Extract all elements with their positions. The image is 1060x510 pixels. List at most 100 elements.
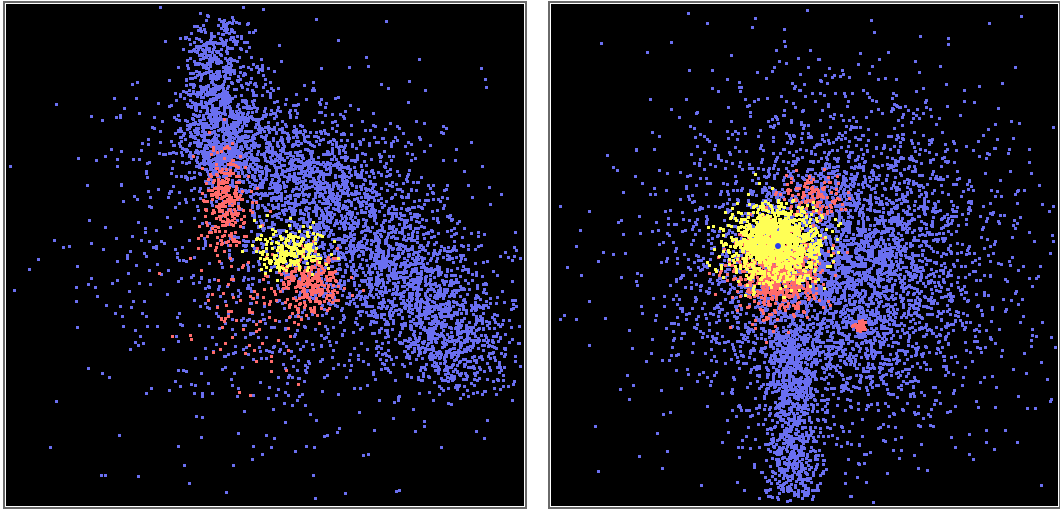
data-point-blue xyxy=(230,123,233,126)
data-point-blue xyxy=(401,327,404,330)
data-point-blue xyxy=(275,132,278,135)
data-point-blue xyxy=(437,221,440,224)
data-point-blue xyxy=(311,167,314,170)
data-point-blue xyxy=(138,158,141,161)
data-point-blue xyxy=(193,171,196,174)
data-point-blue xyxy=(204,287,207,290)
data-point-blue xyxy=(326,202,329,205)
data-point-blue xyxy=(437,198,440,201)
data-point-blue xyxy=(481,322,484,325)
data-point-blue xyxy=(470,141,473,144)
data-point-blue xyxy=(311,224,314,227)
data-point-blue xyxy=(251,167,254,170)
data-point-blue xyxy=(375,321,378,324)
data-point-blue xyxy=(418,58,421,61)
data-point-blue xyxy=(448,336,451,339)
data-point-blue xyxy=(407,233,410,236)
data-point-blue xyxy=(325,227,328,230)
data-point-blue xyxy=(297,228,300,231)
data-point-blue xyxy=(428,298,431,301)
data-point-blue xyxy=(360,211,363,214)
data-point-blue xyxy=(475,315,478,318)
data-point-blue xyxy=(360,188,363,191)
data-point-blue xyxy=(319,245,322,248)
data-point-blue xyxy=(391,227,394,230)
data-point-blue xyxy=(121,315,124,318)
data-point-blue xyxy=(319,227,322,230)
data-point-blue xyxy=(369,248,372,251)
data-point-blue xyxy=(214,88,217,91)
data-point-blue xyxy=(425,232,428,235)
data-point-blue xyxy=(339,113,342,116)
data-point-blue xyxy=(229,237,232,240)
data-point-blue xyxy=(339,145,342,148)
data-point-blue xyxy=(192,72,195,75)
data-point-blue xyxy=(325,102,328,105)
data-point-blue xyxy=(467,366,470,369)
data-point-blue xyxy=(369,203,372,206)
data-point-blue xyxy=(321,390,324,393)
data-point-blue xyxy=(430,336,433,339)
data-point-blue xyxy=(310,157,313,160)
data-point-blue xyxy=(261,453,264,456)
data-point-blue xyxy=(331,147,334,150)
data-point-blue xyxy=(402,301,405,304)
data-point-blue xyxy=(465,374,468,377)
data-point-blue xyxy=(218,111,221,114)
data-point-blue xyxy=(455,291,458,294)
data-point-blue xyxy=(347,194,350,197)
data-point-blue xyxy=(341,170,344,173)
data-point-blue xyxy=(407,225,410,228)
data-point-blue xyxy=(235,110,238,113)
data-point-blue xyxy=(234,147,237,150)
data-point-blue xyxy=(366,384,369,387)
data-point-blue xyxy=(312,226,315,229)
data-point-blue xyxy=(427,199,430,202)
data-point-blue xyxy=(464,358,467,361)
data-point-blue xyxy=(182,369,185,372)
data-point-blue xyxy=(416,292,419,295)
data-point-blue xyxy=(190,105,193,108)
data-point-blue xyxy=(413,347,416,350)
data-point-blue xyxy=(298,188,301,191)
data-point-blue xyxy=(359,263,362,266)
data-point-blue xyxy=(453,295,456,298)
data-point-blue xyxy=(351,145,354,148)
data-point-blue xyxy=(276,159,279,162)
data-point-blue xyxy=(412,408,415,411)
data-point-blue xyxy=(314,294,317,297)
data-point-blue xyxy=(322,161,325,164)
data-point-blue xyxy=(331,317,334,320)
data-point-blue xyxy=(324,106,327,109)
data-point-blue xyxy=(367,277,370,280)
data-point-blue xyxy=(212,169,215,172)
data-point-blue xyxy=(263,110,266,113)
data-point-blue xyxy=(476,391,479,394)
data-point-blue xyxy=(449,214,452,217)
data-point-blue xyxy=(415,358,418,361)
data-point-blue xyxy=(101,372,104,375)
data-point-blue xyxy=(441,346,444,349)
data-point-blue xyxy=(498,361,501,364)
data-point-blue xyxy=(316,228,319,231)
data-point-blue xyxy=(219,157,222,160)
data-point-blue xyxy=(245,160,248,163)
data-point-blue xyxy=(355,317,358,320)
data-point-blue xyxy=(476,371,479,374)
data-point-blue xyxy=(396,277,399,280)
data-point-blue xyxy=(237,75,240,78)
data-point-blue xyxy=(338,263,341,266)
data-point-blue xyxy=(341,307,344,310)
data-point-blue xyxy=(380,286,383,289)
data-point-blue xyxy=(228,95,231,98)
data-point-blue xyxy=(463,317,466,320)
data-point-blue xyxy=(257,71,260,74)
data-point-blue xyxy=(226,127,229,130)
data-point-blue xyxy=(409,262,412,265)
data-point-blue xyxy=(253,137,256,140)
data-point-blue xyxy=(286,156,289,159)
data-point-blue xyxy=(208,286,211,289)
data-point-blue xyxy=(455,232,458,235)
data-point-blue xyxy=(228,253,231,256)
data-point-blue xyxy=(390,218,393,221)
